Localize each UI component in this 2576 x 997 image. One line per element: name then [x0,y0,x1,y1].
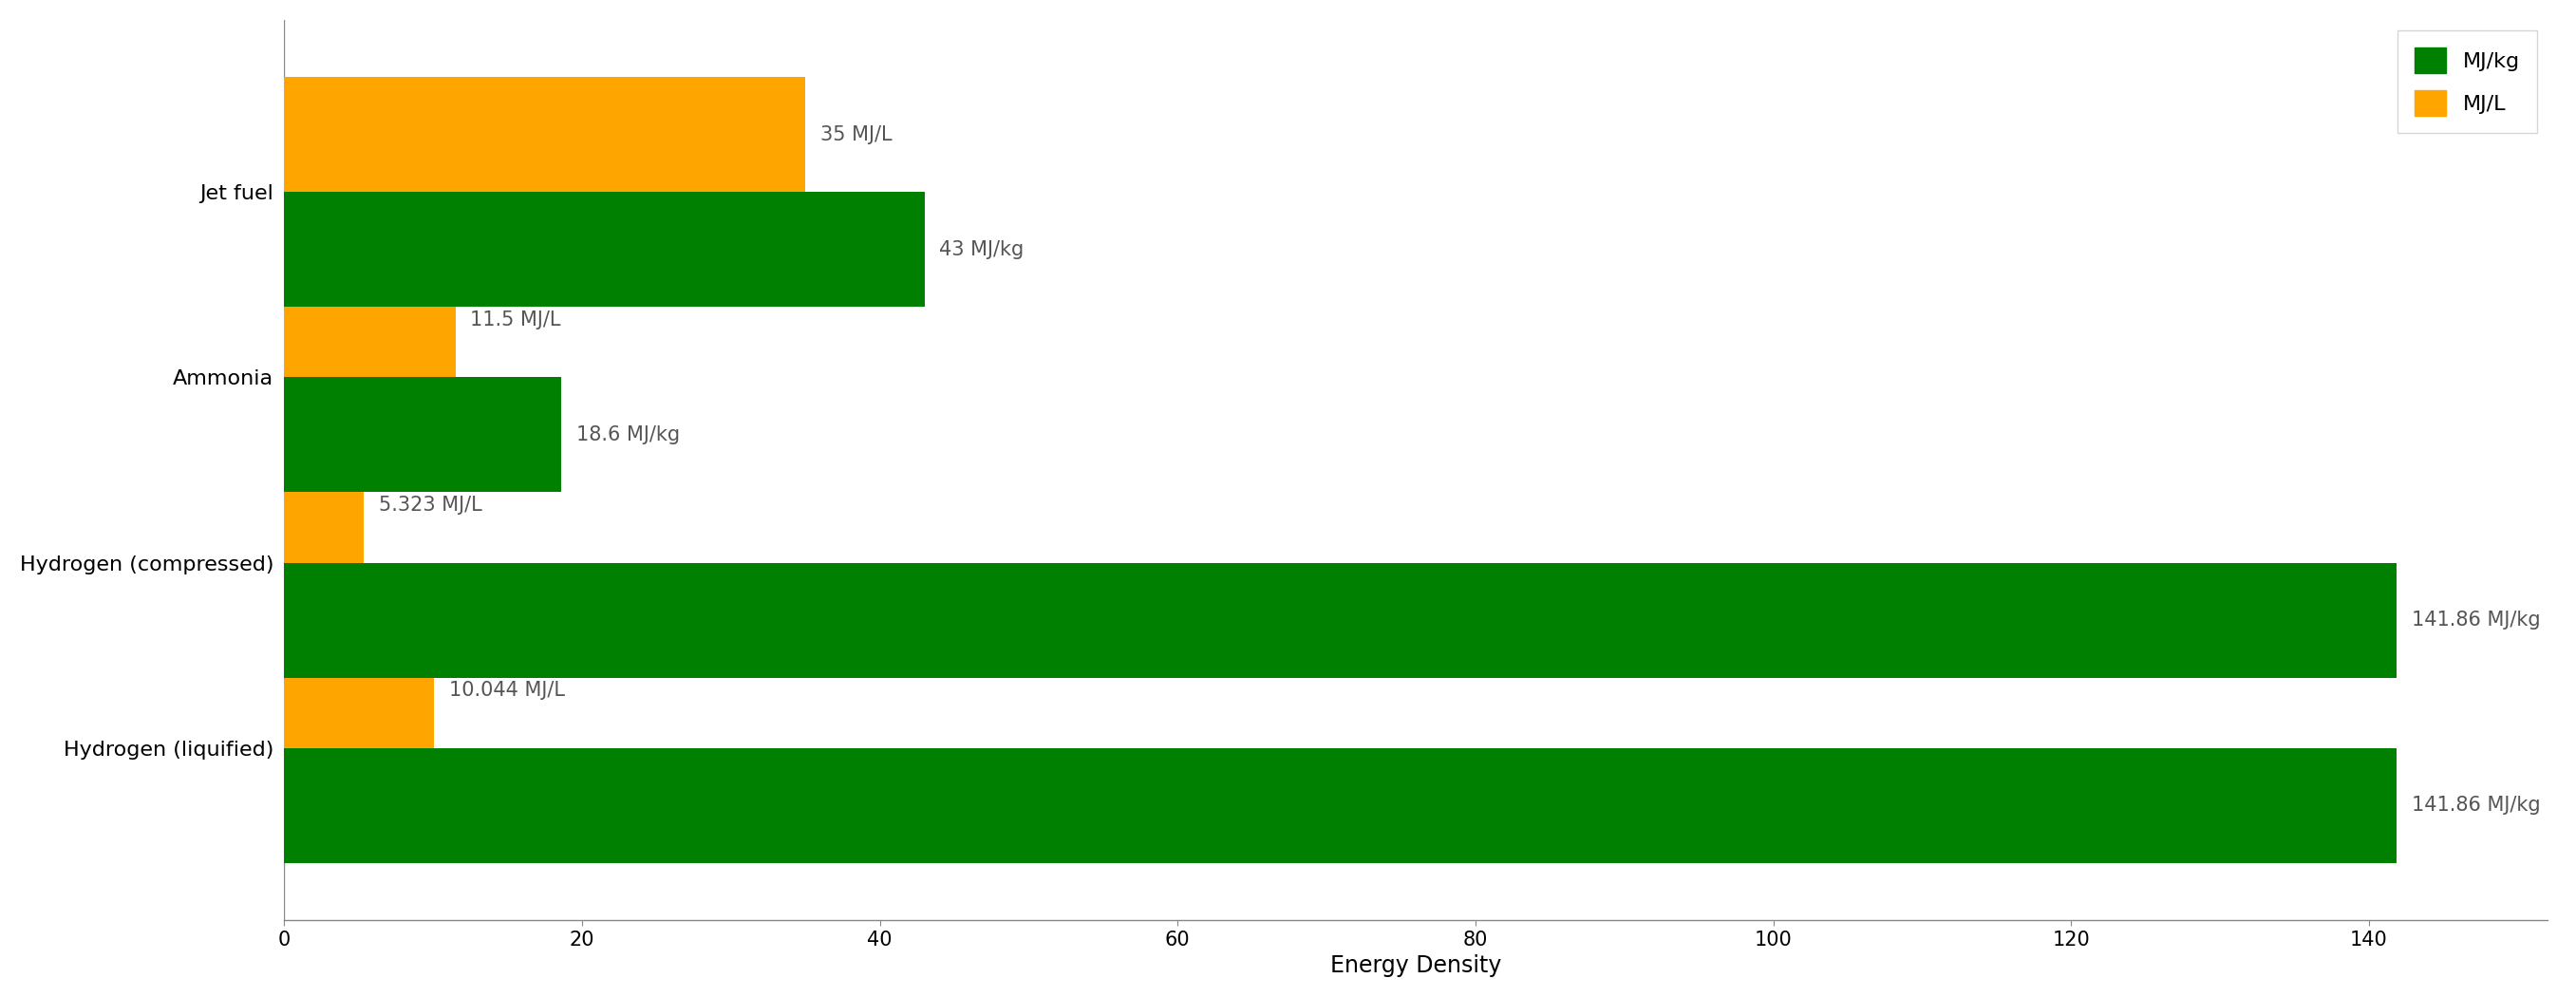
Text: 10.044 MJ/L: 10.044 MJ/L [448,681,564,700]
Bar [283,748,2396,862]
Bar [283,77,806,192]
Text: 141.86 MJ/kg: 141.86 MJ/kg [2411,610,2540,629]
X-axis label: Energy Density: Energy Density [1329,954,1502,977]
Bar [283,262,456,378]
Text: 11.5 MJ/L: 11.5 MJ/L [471,310,562,329]
Text: 43 MJ/kg: 43 MJ/kg [940,240,1025,259]
Text: 35 MJ/L: 35 MJ/L [819,126,891,145]
Legend: MJ/kg, MJ/L: MJ/kg, MJ/L [2398,30,2537,133]
Bar [283,192,925,307]
Text: 5.323 MJ/L: 5.323 MJ/L [379,496,482,514]
Bar [283,378,562,493]
Text: 141.86 MJ/kg: 141.86 MJ/kg [2411,796,2540,815]
Bar [283,448,363,562]
Bar [283,562,2396,678]
Bar [283,633,433,748]
Text: 18.6 MJ/kg: 18.6 MJ/kg [577,426,680,445]
